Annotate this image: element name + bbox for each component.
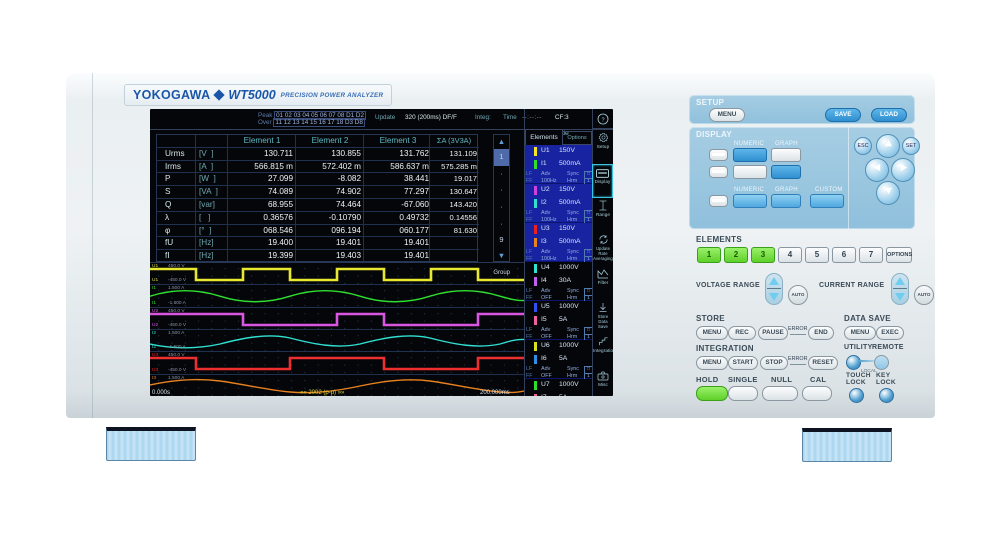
svg-text:?: ? bbox=[601, 117, 604, 123]
